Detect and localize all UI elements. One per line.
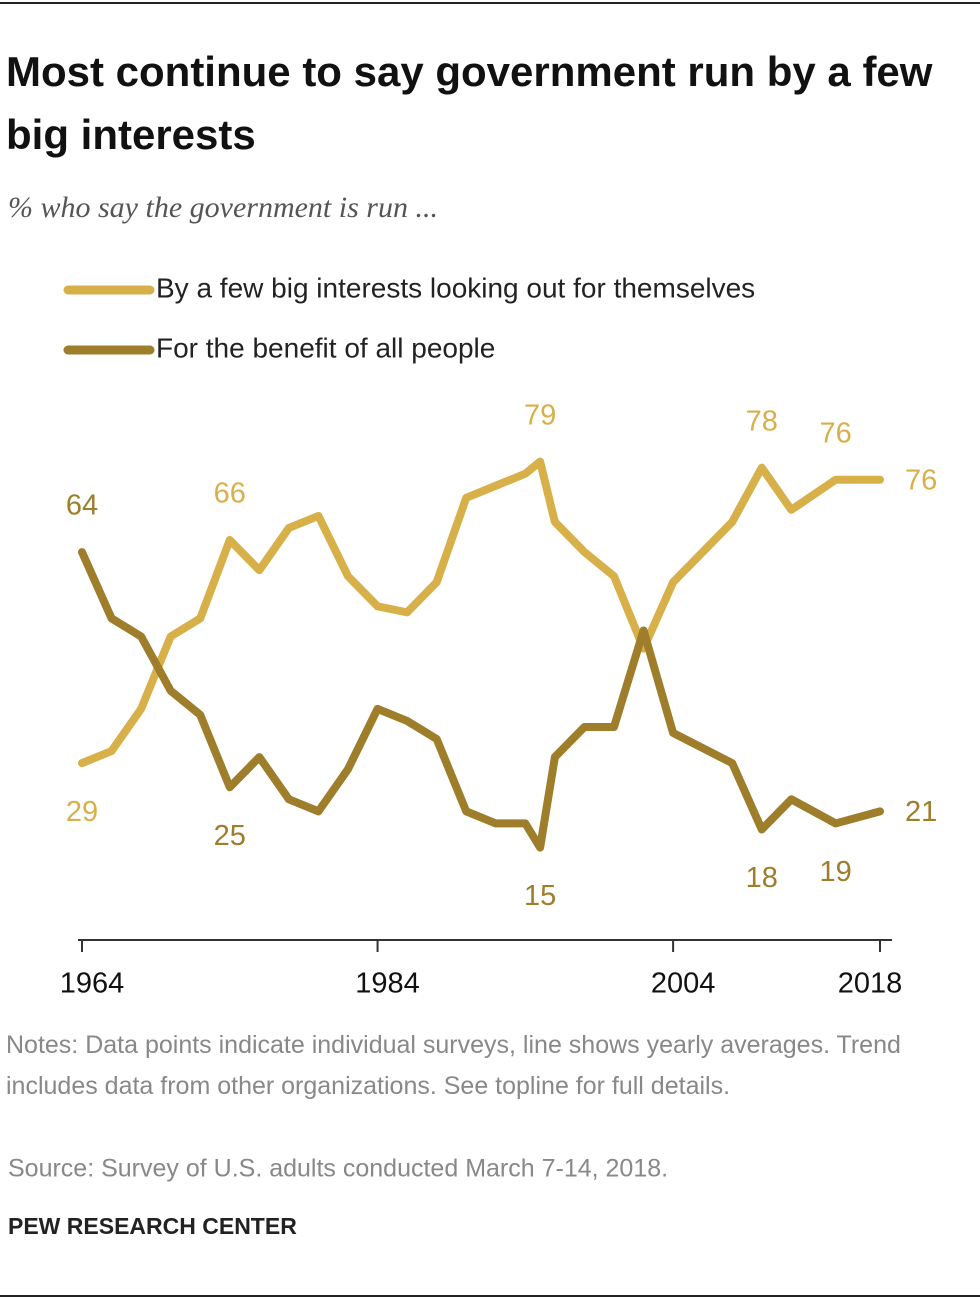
value-label: 21 — [905, 796, 937, 828]
x-tick-label: 1964 — [60, 968, 125, 1000]
value-label: 64 — [66, 490, 98, 522]
value-label: 78 — [746, 405, 778, 437]
series-line — [78, 548, 884, 852]
notes: Notes: Data points indicate individual s… — [6, 1031, 901, 1100]
value-label: 29 — [66, 796, 98, 828]
x-tick-label: 1984 — [355, 968, 420, 1000]
value-label: 18 — [746, 862, 778, 894]
x-tick-label: 2004 — [651, 968, 716, 1000]
value-label: 25 — [214, 820, 246, 852]
series-line — [78, 457, 884, 768]
value-label: 15 — [524, 880, 556, 912]
value-label: 19 — [820, 856, 852, 888]
legend-label: By a few big interests looking out for t… — [156, 272, 755, 303]
value-label: 79 — [524, 399, 556, 431]
legend-label: For the benefit of all people — [156, 332, 495, 363]
value-label: 76 — [820, 417, 852, 449]
value-label: 66 — [214, 478, 246, 510]
chart-subtitle: % who say the government is run ... — [8, 191, 438, 224]
x-tick-label: 2018 — [838, 968, 903, 1000]
value-label: 76 — [905, 464, 937, 496]
title-box: Most continue to say government run by a… — [6, 48, 933, 158]
source: Source: Survey of U.S. adults conducted … — [8, 1155, 668, 1183]
footer: PEW RESEARCH CENTER — [8, 1213, 297, 1239]
chart-title: Most continue to say government run by a… — [6, 48, 933, 158]
notes-box: Notes: Data points indicate individual s… — [6, 1031, 901, 1100]
